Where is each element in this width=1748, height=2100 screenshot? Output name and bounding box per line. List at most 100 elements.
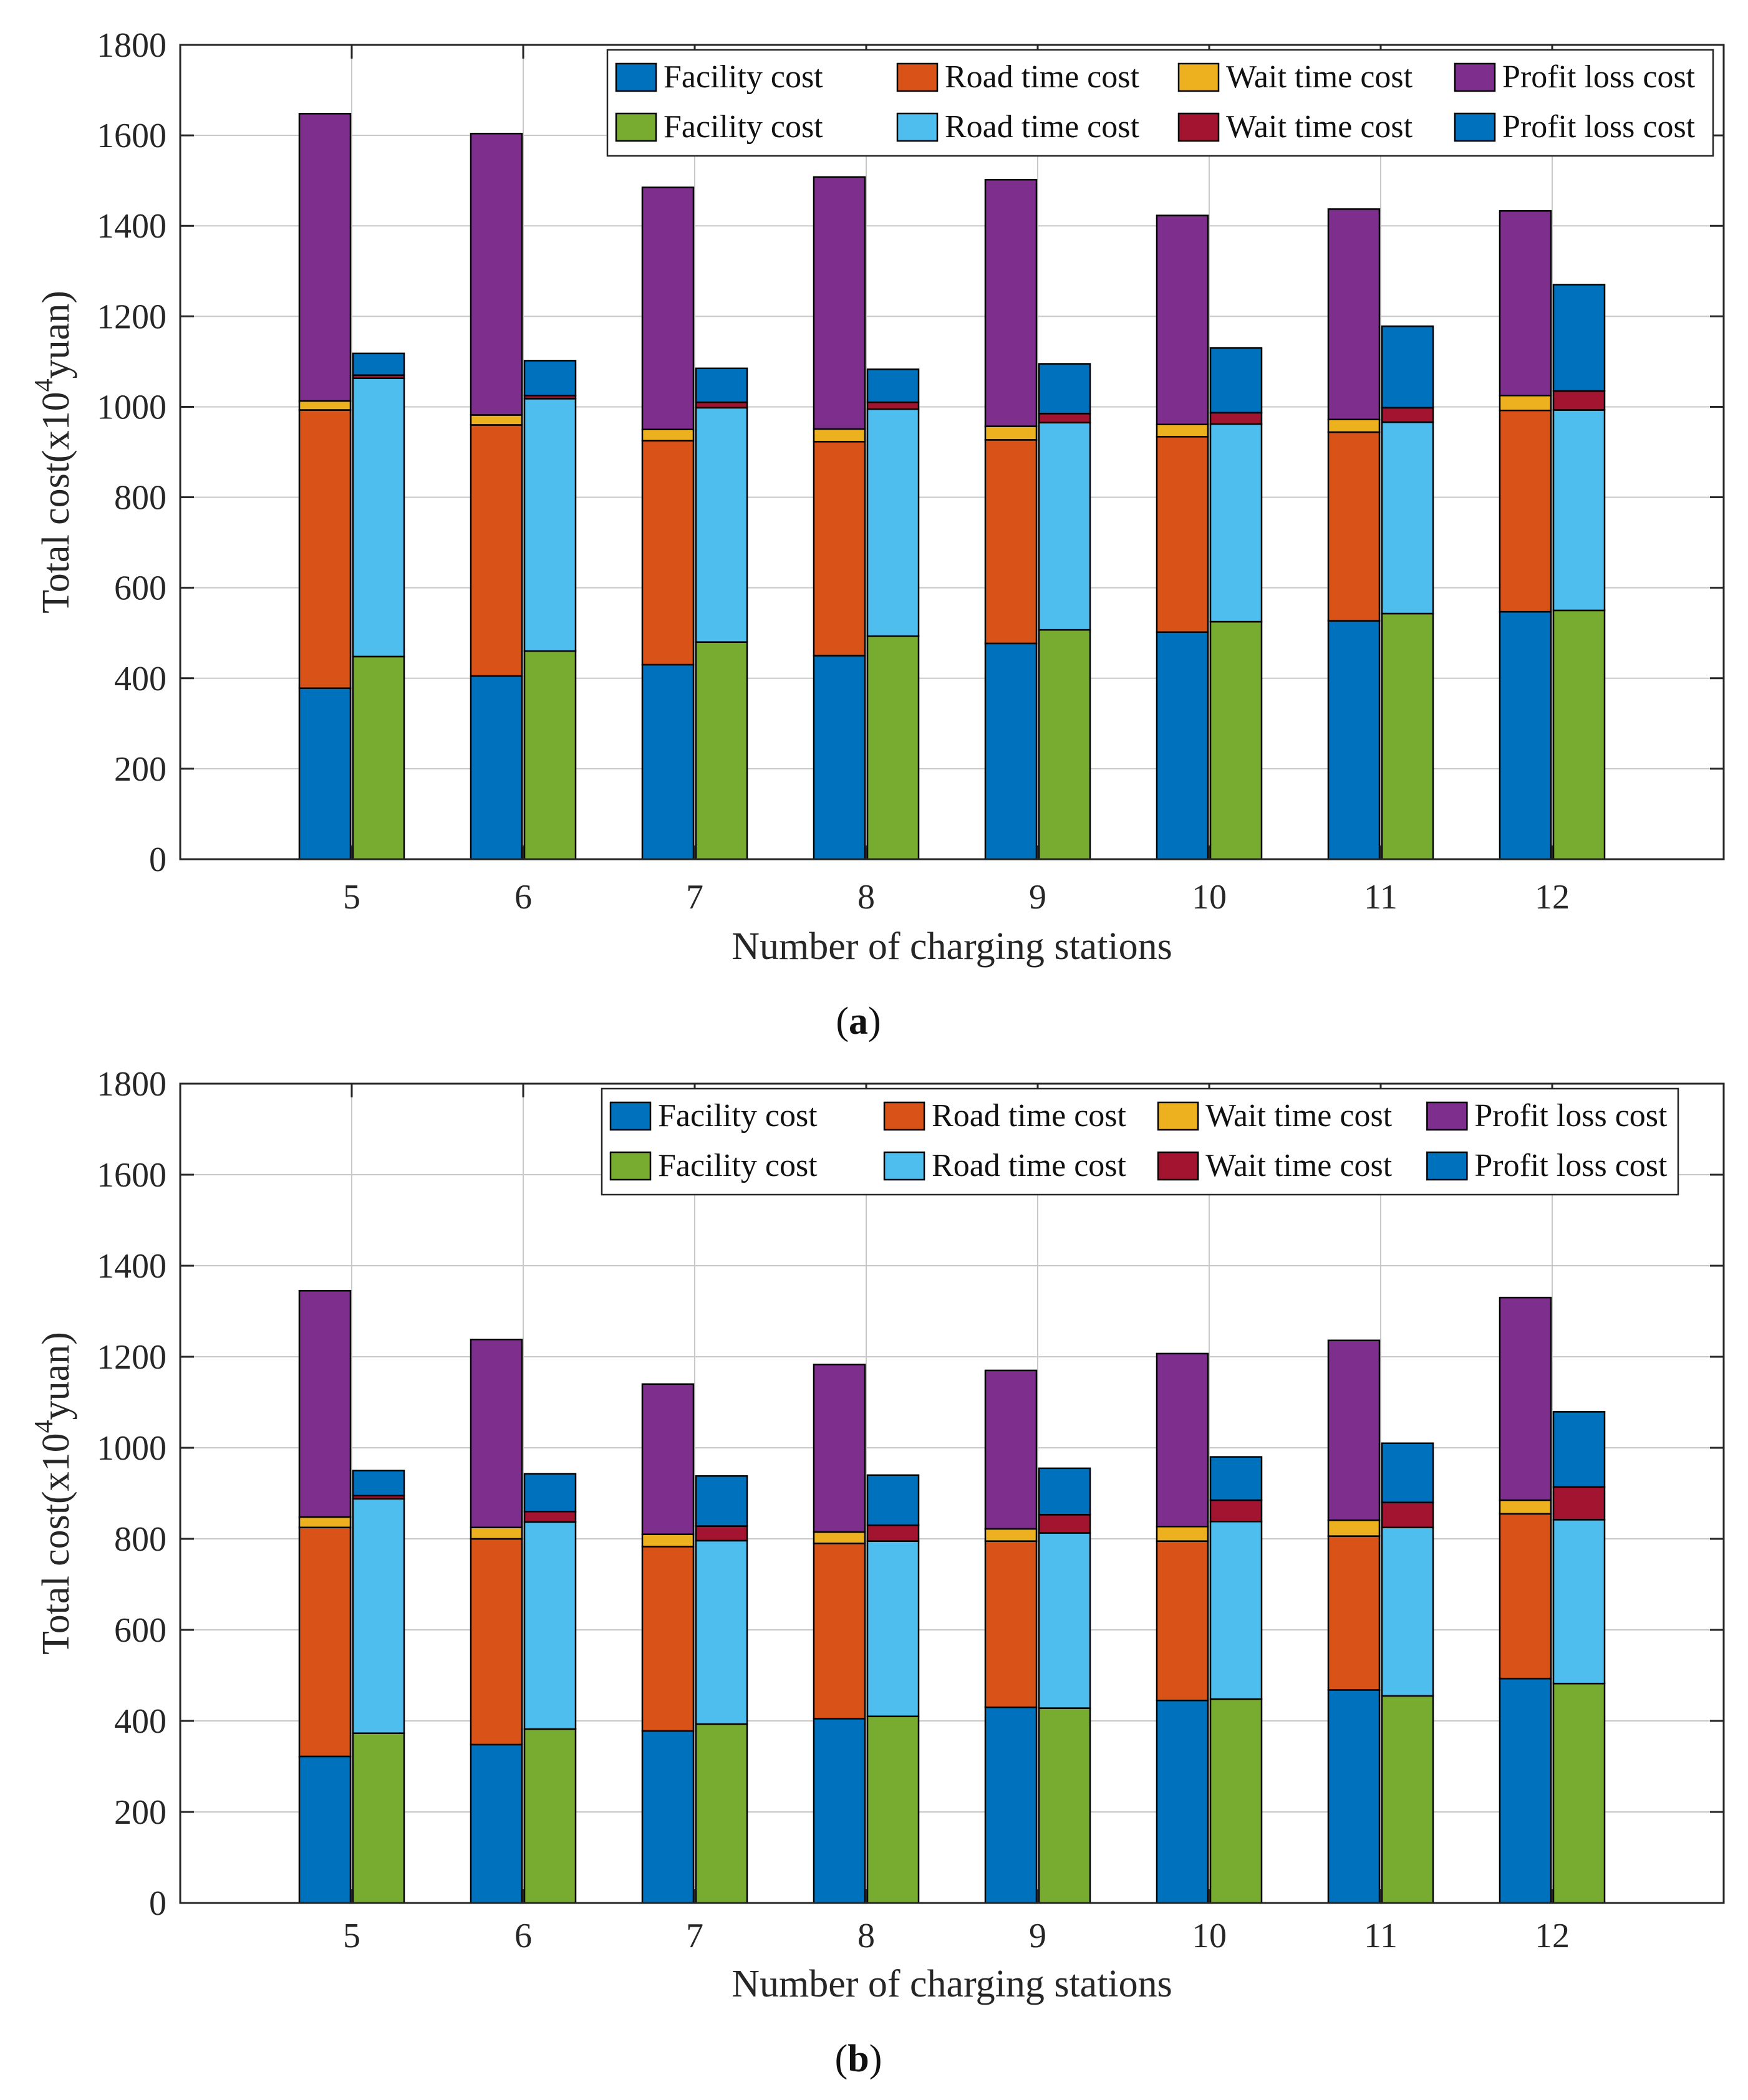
legend-label: Profit loss cost [1474, 1098, 1668, 1134]
bar-a-scheme-2-8-facility_b [866, 635, 920, 860]
legend-swatch-scheme-1-road_a [896, 62, 939, 92]
bar-a-scheme-1-8-profit_a [813, 176, 866, 430]
bar-b-scheme-2-10-wait_b [1209, 1499, 1263, 1523]
bar-a-scheme-1-6-facility_a [470, 675, 523, 860]
bar-b-scheme-1-11-wait_a [1327, 1519, 1381, 1537]
bar-b-scheme-1-9-facility_a [984, 1706, 1038, 1904]
bar-b-scheme-2-12-wait_b [1552, 1486, 1606, 1521]
legend-label: Road time cost [945, 109, 1140, 145]
bar-b-scheme-1-5-facility_a [298, 1755, 352, 1904]
bar-a-scheme-1-9-road_a [984, 439, 1038, 645]
y-axis-label: Total cost(x104yuan) [30, 1332, 77, 1655]
bar-a-scheme-1-12-facility_a [1499, 610, 1552, 860]
bar-b-scheme-1-7-road_a [641, 1546, 695, 1732]
bar-a-scheme-1-5-facility_a [298, 687, 352, 860]
legend-swatch-scheme-2-profit_b [1426, 1151, 1468, 1181]
legend-swatch-scheme-1-profit_a [1426, 1101, 1468, 1131]
x-tick-label: 9 [1029, 878, 1046, 917]
y-tick-label: 0 [149, 840, 167, 879]
x-tick-label: 10 [1192, 878, 1227, 917]
legend-swatch-scheme-2-road_b [896, 112, 939, 142]
bar-a-scheme-2-9-wait_b [1038, 413, 1091, 424]
y-tick-label: 1200 [97, 297, 167, 336]
legend-swatch-scheme-1-wait_a [1177, 62, 1220, 92]
legend-label: Wait time cost [1205, 1148, 1393, 1183]
legend-swatch-scheme-2-wait_b [1157, 1151, 1199, 1181]
bar-a-scheme-1-9-profit_a [984, 178, 1038, 427]
bar-b-scheme-2-7-profit_b [695, 1475, 748, 1527]
bar-b-scheme-2-5-profit_b [352, 1470, 405, 1496]
bar-b-scheme-2-7-facility_b [695, 1723, 748, 1904]
x-tick-label: 5 [343, 1917, 360, 1955]
x-tick-label: 12 [1535, 878, 1570, 917]
bar-a-scheme-2-12-facility_b [1552, 609, 1606, 860]
legend-swatch-scheme-2-facility_b [609, 1151, 652, 1181]
bar-b-scheme-2-9-wait_b [1038, 1514, 1091, 1534]
bar-b-scheme-1-12-wait_a [1499, 1499, 1552, 1515]
x-tick-label: 11 [1364, 878, 1398, 917]
grid [180, 45, 1724, 859]
y-tick-label: 1800 [97, 1065, 167, 1104]
bar-a-scheme-1-8-wait_a [813, 428, 866, 443]
bar-b-scheme-1-11-road_a [1327, 1535, 1381, 1691]
legend-label: Wait time cost [1226, 59, 1413, 95]
y-tick-label: 1400 [97, 1247, 167, 1286]
bar-b-scheme-2-10-road_b [1209, 1521, 1263, 1700]
bar-a-scheme-2-11-facility_b [1381, 612, 1434, 860]
bar-b-scheme-1-12-road_a [1499, 1513, 1552, 1680]
bar-a-scheme-2-9-facility_b [1038, 629, 1091, 860]
y-tick-label: 400 [114, 660, 167, 698]
bar-b-scheme-2-6-profit_b [523, 1473, 577, 1513]
bar-a-scheme-2-10-road_b [1209, 423, 1263, 623]
bar-a-scheme-2-10-wait_b [1209, 412, 1263, 425]
x-tick-label: 8 [857, 878, 875, 917]
legend-label: Road time cost [945, 59, 1140, 95]
bar-a-scheme-1-6-profit_a [470, 132, 523, 416]
bars [298, 113, 1606, 860]
bar-a-scheme-2-11-road_b [1381, 421, 1434, 615]
caption-close-paren: ) [869, 2038, 882, 2080]
legend-label: Facility cost [658, 1148, 818, 1183]
bar-a-scheme-2-7-profit_b [695, 367, 748, 403]
bar-a-scheme-2-7-wait_b [695, 401, 748, 409]
bar-a-scheme-1-7-facility_a [641, 663, 695, 860]
plot-area [180, 45, 1724, 859]
bar-b-scheme-1-8-wait_a [813, 1531, 866, 1544]
bar-b-scheme-2-7-road_b [695, 1539, 748, 1725]
legend-label: Road time cost [932, 1148, 1127, 1183]
bar-b-scheme-2-9-facility_b [1038, 1707, 1091, 1904]
bar-a-scheme-1-5-profit_a [298, 113, 352, 402]
bar-b-scheme-1-6-facility_a [470, 1743, 523, 1904]
y-tick-label: 1800 [97, 26, 167, 65]
x-tick-label: 6 [514, 878, 532, 917]
bar-b-scheme-2-8-profit_b [866, 1474, 920, 1526]
bar-b-scheme-1-12-facility_a [1499, 1677, 1552, 1904]
bar-b-scheme-2-10-profit_b [1209, 1456, 1263, 1501]
y-axis-label-superscript: 4 [30, 378, 59, 392]
y-tick-label: 800 [114, 1520, 167, 1559]
bar-a-scheme-1-7-wait_a [641, 428, 695, 442]
bar-b-scheme-1-7-wait_a [641, 1533, 695, 1548]
x-axis-label: Number of charging stations [732, 1963, 1172, 2005]
panel-caption: (a) [836, 1000, 881, 1043]
bar-b-scheme-2-11-facility_b [1381, 1695, 1434, 1904]
bar-a-scheme-2-5-facility_b [352, 655, 405, 860]
bar-a-scheme-1-8-facility_a [813, 655, 866, 860]
bar-b-scheme-1-8-facility_a [813, 1718, 866, 1904]
legend-label: Facility cost [664, 109, 823, 145]
bar-b-scheme-2-11-profit_b [1381, 1442, 1434, 1503]
legend-swatch-scheme-2-facility_b [615, 112, 657, 142]
bar-a-scheme-2-7-facility_b [695, 641, 748, 860]
bar-a-scheme-2-10-facility_b [1209, 620, 1263, 860]
y-tick-label: 800 [114, 479, 167, 518]
legend: Facility cost Road time cost Wait time cos… [606, 49, 1714, 157]
bar-a-scheme-1-12-road_a [1499, 409, 1552, 613]
bar-a-scheme-2-12-wait_b [1552, 390, 1606, 411]
legend-swatch-scheme-1-facility_a [609, 1101, 652, 1131]
legend-swatch-scheme-2-road_b [883, 1151, 925, 1181]
y-tick-label: 1000 [97, 1429, 167, 1468]
y-axis-label-prefix: Total cost(x10 [35, 1433, 77, 1655]
bar-b-scheme-2-9-profit_b [1038, 1467, 1091, 1516]
y-tick-label: 600 [114, 1611, 167, 1650]
y-axis-label-suffix: yuan) [35, 1332, 77, 1420]
